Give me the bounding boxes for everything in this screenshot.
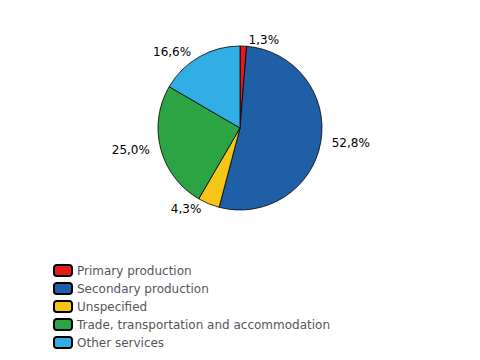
svg-text:4,3%: 4,3% — [171, 202, 202, 216]
svg-text:1,3%: 1,3% — [249, 33, 280, 47]
svg-text:52,8%: 52,8% — [332, 136, 370, 150]
svg-text:Primary production: Primary production — [77, 264, 192, 278]
svg-text:Other services: Other services — [77, 336, 164, 350]
svg-text:25,0%: 25,0% — [112, 143, 150, 157]
svg-text:Unspecified: Unspecified — [77, 300, 147, 314]
svg-text:16,6%: 16,6% — [153, 45, 191, 59]
svg-text:Trade, transportation and acco: Trade, transportation and accommodation — [76, 318, 330, 332]
svg-text:Secondary production: Secondary production — [77, 282, 209, 296]
